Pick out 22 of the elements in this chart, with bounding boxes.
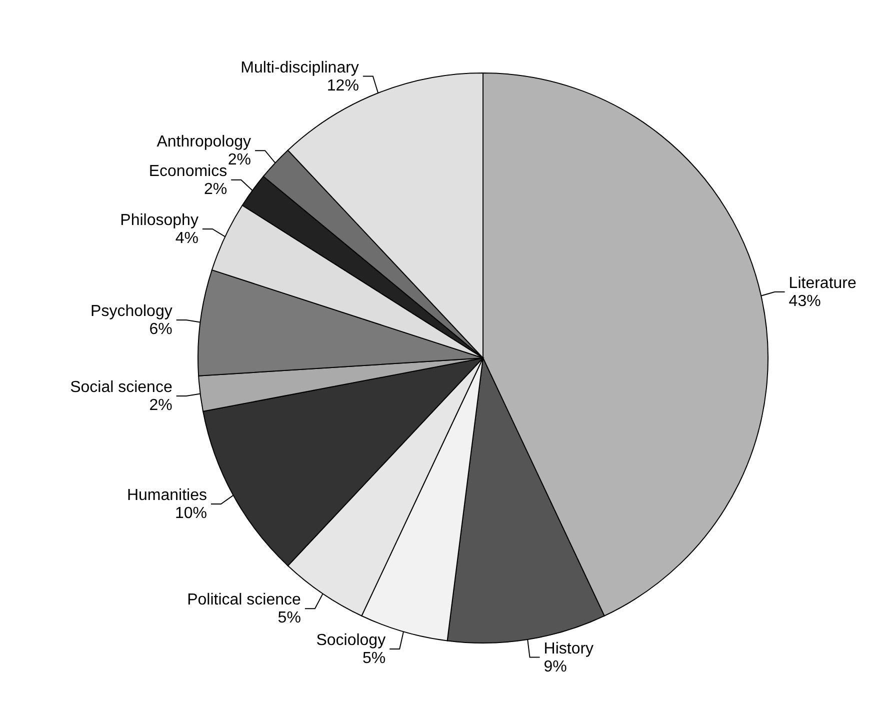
data-label: 5%	[278, 610, 301, 627]
slice-label: Literature	[788, 274, 856, 292]
data-label: 6%	[149, 321, 172, 338]
slice-label: Psychology	[90, 303, 172, 320]
data-label: 10%	[174, 504, 207, 522]
slice-label: History	[544, 640, 594, 658]
slice-label: Multi-disciplinary	[240, 59, 359, 76]
slice-label: Economics	[148, 162, 228, 180]
slice-label: Anthropology	[156, 134, 252, 151]
data-label: 12%	[326, 77, 359, 94]
data-label: 5%	[362, 650, 386, 667]
data-label: 2%	[228, 152, 252, 169]
data-label: 2%	[149, 396, 172, 414]
data-label: 9%	[544, 658, 567, 676]
slice-label: Humanities	[126, 486, 207, 504]
slice-label: Social science	[70, 378, 172, 396]
data-label: 43%	[788, 292, 821, 310]
slice-label: Sociology	[316, 632, 386, 649]
data-label: 4%	[175, 230, 198, 247]
slice-label: Political science	[187, 592, 302, 609]
data-label: 2%	[204, 180, 228, 198]
slice-label: Philosophy	[120, 212, 198, 229]
